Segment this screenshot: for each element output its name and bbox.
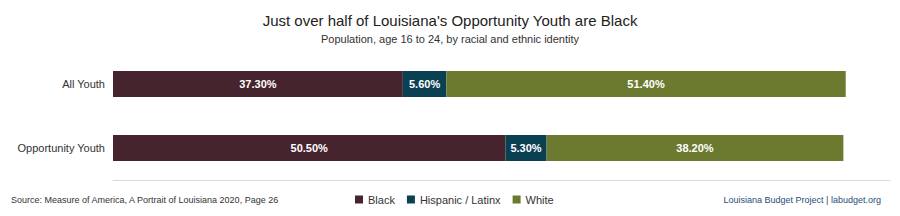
svg-text:Hispanic / Latinx: Hispanic / Latinx: [420, 194, 501, 206]
svg-text:5.60%: 5.60%: [409, 78, 440, 90]
svg-text:5.30%: 5.30%: [510, 142, 541, 154]
svg-text:Population, age 16 to 24, by r: Population, age 16 to 24, by racial and …: [321, 33, 580, 45]
svg-text:51.40%: 51.40%: [627, 78, 665, 90]
svg-text:White: White: [526, 194, 554, 206]
svg-text:38.20%: 38.20%: [676, 142, 714, 154]
svg-text:All Youth: All Youth: [62, 78, 105, 90]
svg-text:Opportunity Youth: Opportunity Youth: [18, 142, 105, 154]
svg-text:Louisiana Budget Project | lab: Louisiana Budget Project | labudget.org: [724, 195, 881, 205]
svg-text:Source: Measure of America, A: Source: Measure of America, A Portrait o…: [11, 195, 278, 205]
svg-text:50.50%: 50.50%: [291, 142, 329, 154]
svg-text:Just over half of Louisiana's: Just over half of Louisiana's Opportunit…: [263, 12, 638, 29]
svg-text:Black: Black: [368, 194, 395, 206]
svg-text:37.30%: 37.30%: [239, 78, 277, 90]
